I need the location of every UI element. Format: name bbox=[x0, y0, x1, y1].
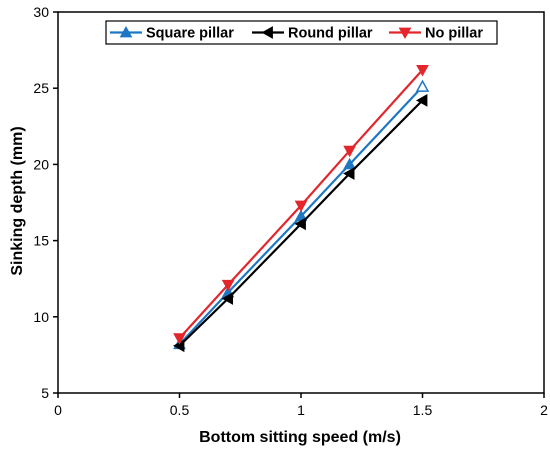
data-point bbox=[343, 167, 355, 180]
y-axis-title: Sinking depth (mm) bbox=[9, 126, 26, 275]
legend-marker bbox=[261, 26, 273, 39]
legend-label: No pillar bbox=[425, 26, 483, 42]
y-tick-label: 10 bbox=[33, 309, 49, 325]
data-point bbox=[343, 157, 356, 170]
x-tick-label: 2 bbox=[540, 402, 548, 418]
legend-label: Square pillar bbox=[146, 26, 234, 42]
data-point bbox=[415, 94, 428, 107]
data-point bbox=[221, 292, 233, 305]
series-round-pillar bbox=[172, 94, 428, 353]
y-tick-label: 15 bbox=[33, 233, 49, 249]
x-tick-label: 0.5 bbox=[170, 402, 190, 418]
data-point bbox=[343, 145, 356, 158]
series-square-pillar bbox=[173, 79, 430, 350]
data-point bbox=[415, 79, 430, 92]
x-axis-title: Bottom sitting speed (m/s) bbox=[199, 429, 401, 446]
legend-marker bbox=[398, 27, 412, 40]
legend-entry: Round pillar bbox=[252, 26, 373, 42]
legend-marker bbox=[119, 25, 133, 38]
data-point bbox=[173, 333, 186, 345]
series-no-pillar bbox=[173, 65, 429, 345]
y-tick-label: 20 bbox=[33, 156, 49, 172]
legend-entry: Square pillar bbox=[110, 26, 234, 42]
legend-entry: No pillar bbox=[389, 26, 483, 42]
legend-label: Round pillar bbox=[288, 26, 373, 42]
data-point bbox=[294, 217, 306, 231]
x-tick-label: 1 bbox=[297, 402, 305, 418]
x-tick-label: 1.5 bbox=[413, 402, 433, 418]
data-point bbox=[416, 65, 429, 77]
data-point bbox=[221, 279, 235, 292]
x-tick-label: 0 bbox=[54, 402, 62, 418]
y-tick-label: 30 bbox=[33, 4, 49, 20]
y-tick-label: 5 bbox=[41, 385, 49, 401]
data-point bbox=[294, 200, 308, 213]
y-tick-label: 25 bbox=[33, 80, 49, 96]
legend-box bbox=[105, 20, 498, 45]
